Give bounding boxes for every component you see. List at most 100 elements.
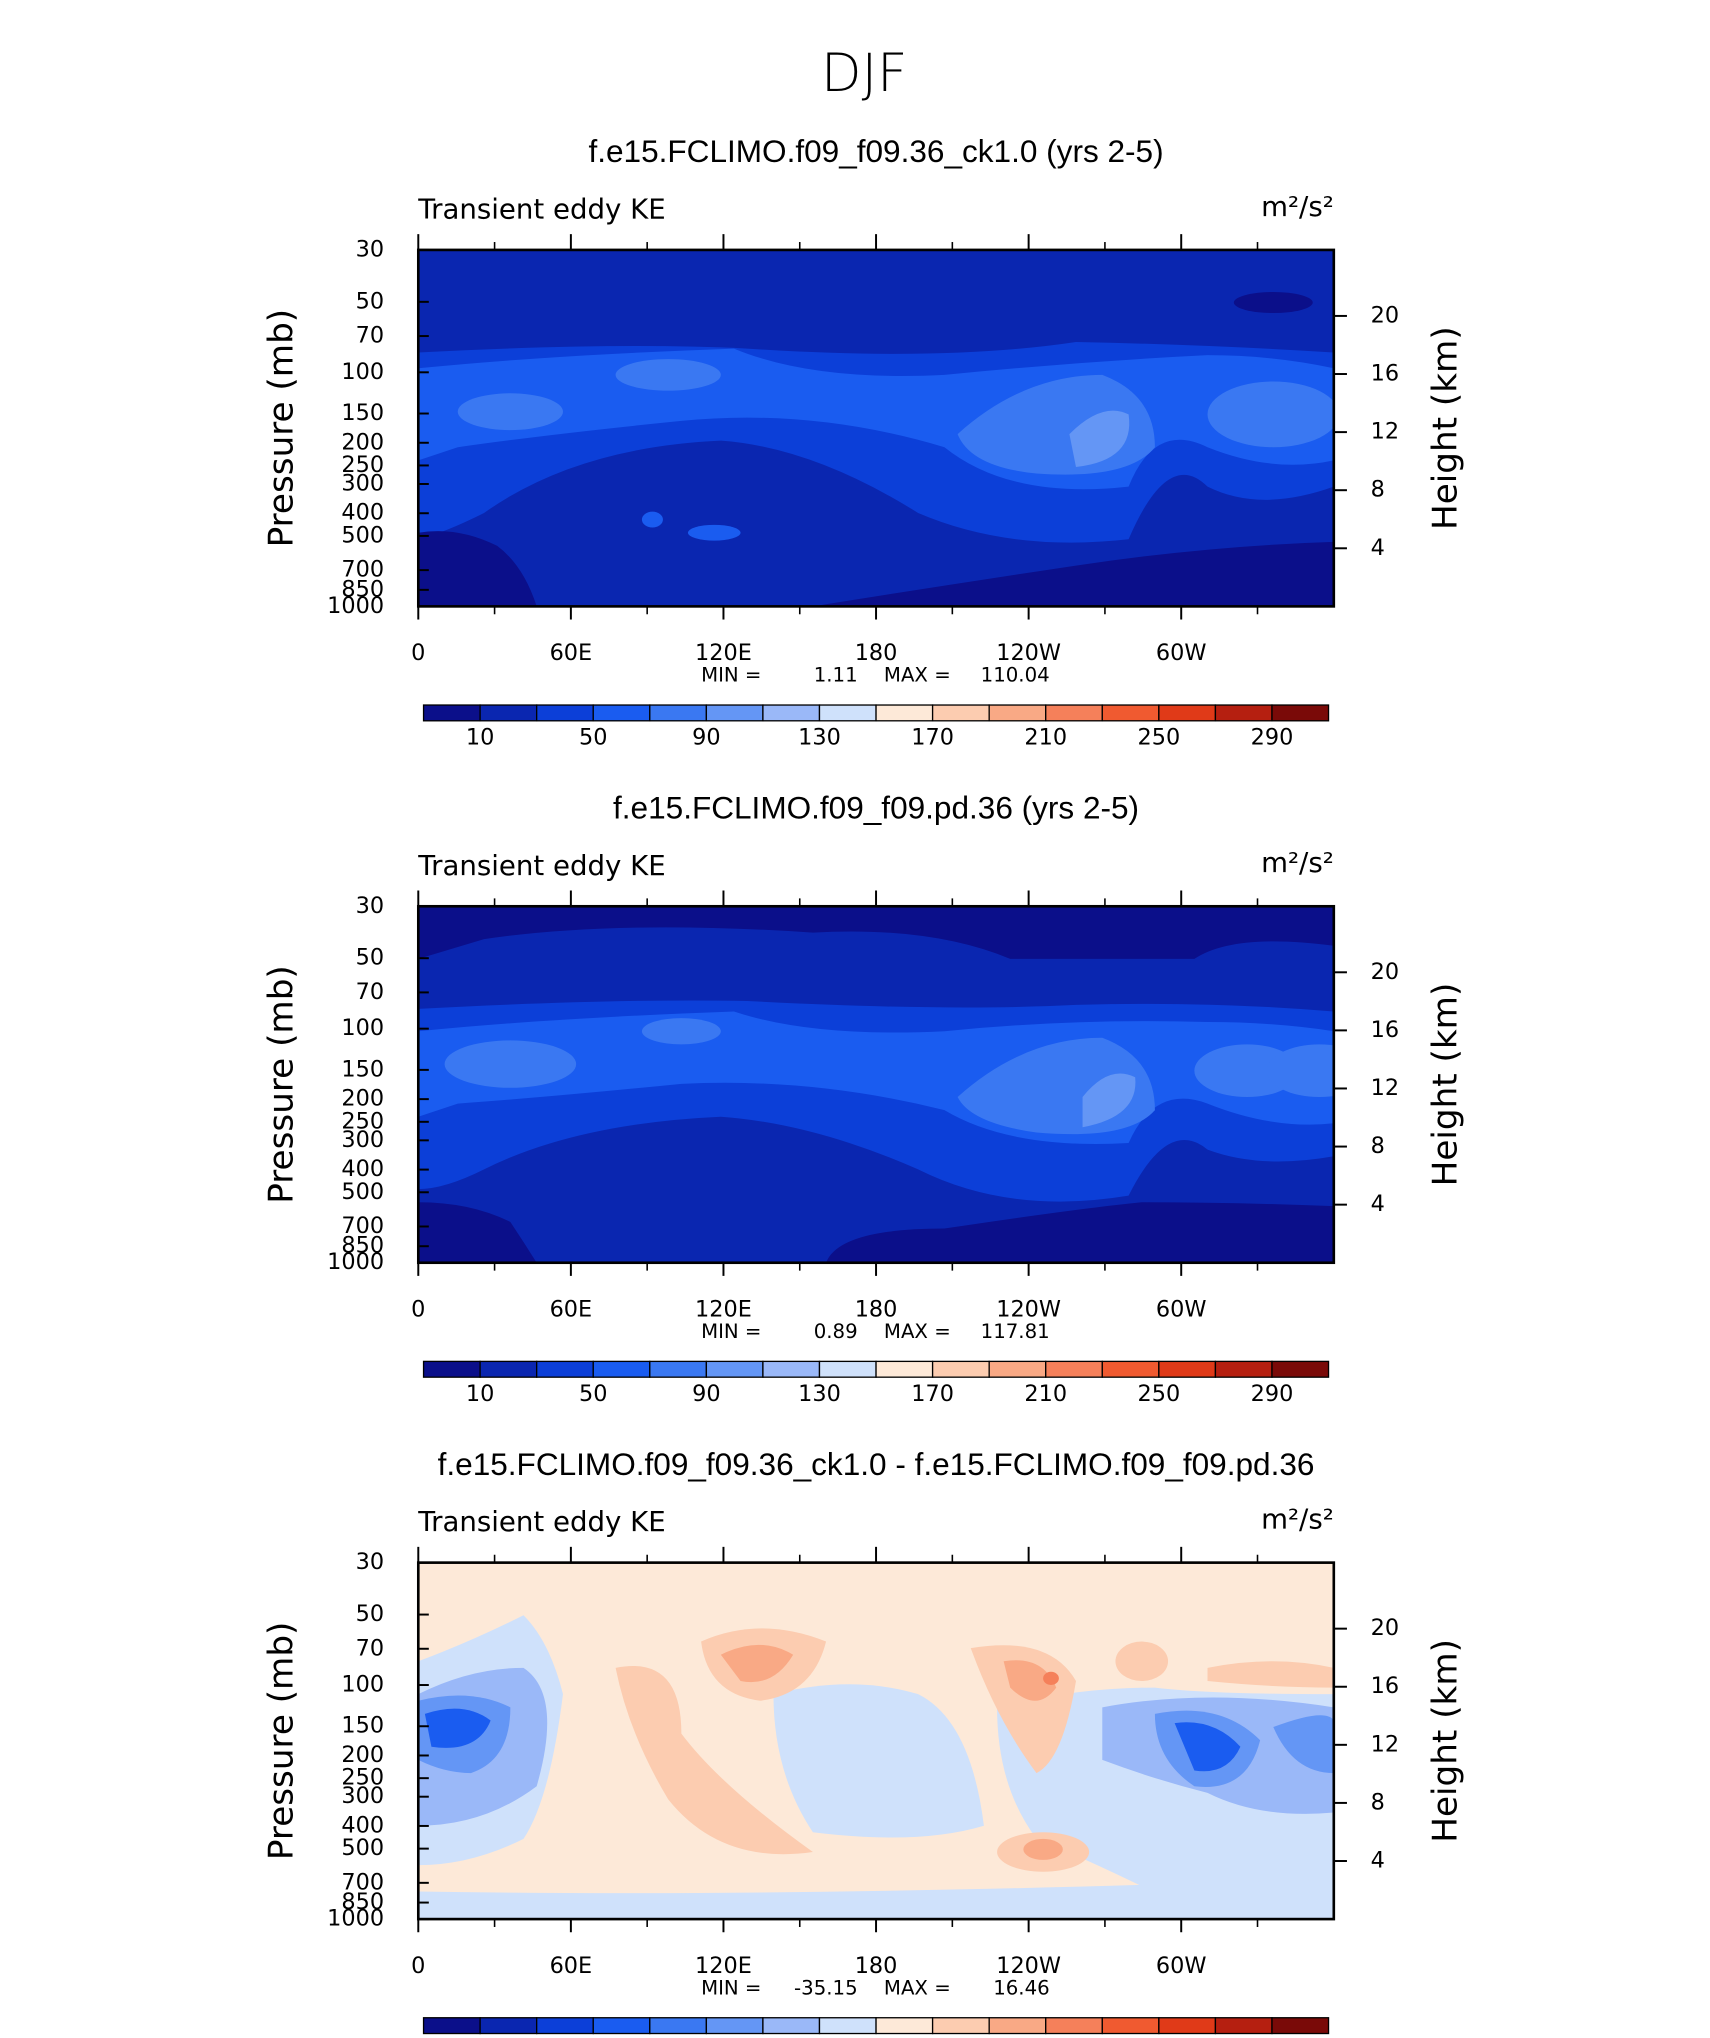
x-tick-label: 0	[411, 1953, 425, 1979]
colorbar-box	[592, 2017, 651, 2035]
colorbar-box	[1271, 704, 1330, 722]
colorbar-box	[479, 704, 538, 722]
y-tick-label: 30	[356, 236, 384, 262]
y-tick-label: 150	[341, 1713, 384, 1739]
y-tick-label: 200	[341, 429, 384, 455]
x-tick-label: 60E	[550, 1297, 593, 1323]
contour-region	[641, 511, 663, 528]
x-tick-label: 60E	[550, 640, 593, 666]
y2-tick-label: 20	[1371, 959, 1399, 985]
colorbar-box	[988, 704, 1047, 722]
colorbar-box	[818, 2017, 877, 2035]
colorbar-label: 170	[911, 1381, 954, 1407]
x-tick-label: 180	[855, 1297, 898, 1323]
contour-region	[457, 393, 563, 431]
max-label: MAX =	[884, 1320, 951, 1343]
units: m²/s²	[1261, 846, 1334, 879]
colorbar-box	[592, 1360, 651, 1378]
y-tick-label: 500	[341, 1835, 384, 1861]
max-value: 16.46	[993, 1976, 1049, 1999]
y-tick-label: 100	[341, 1015, 384, 1041]
colorbar-box	[875, 2017, 934, 2035]
y-tick-label: 700	[341, 1869, 384, 1895]
contour-field	[418, 906, 1334, 1263]
colorbar-box	[536, 2017, 594, 2035]
y2-tick-label: 12	[1371, 1731, 1399, 1757]
colorbar-box	[536, 1360, 594, 1378]
colorbar-box	[1045, 704, 1103, 722]
contour-region	[812, 541, 1334, 607]
contour-region	[1069, 410, 1130, 467]
y2-tick-label: 12	[1371, 1075, 1399, 1101]
max-value: 117.81	[981, 1320, 1050, 1343]
x-tick-label: 0	[411, 640, 425, 666]
colorbar-box	[422, 704, 481, 722]
x-tick-label: 120W	[996, 1297, 1061, 1323]
x-tick-label: 60E	[550, 1953, 593, 1979]
colorbar-box	[649, 2017, 708, 2035]
contour-region	[1273, 1715, 1334, 1774]
colorbar-label: 250	[1138, 1381, 1181, 1407]
colorbar-box	[1214, 704, 1273, 722]
y2-tick-label: 16	[1371, 1673, 1399, 1699]
contour-region	[720, 1644, 794, 1683]
colorbar-box	[536, 704, 594, 722]
colorbar-box	[479, 2017, 538, 2035]
y-tick-label: 50	[356, 1601, 384, 1627]
y-tick-label: 850	[341, 576, 384, 602]
y2-tick-label: 4	[1371, 535, 1385, 561]
y-tick-label: 150	[341, 1056, 384, 1082]
colorbar-box	[649, 1360, 708, 1378]
colorbar-box	[1045, 1360, 1103, 1378]
colorbar-box	[875, 704, 934, 722]
colorbar-label: 50	[579, 724, 607, 750]
contour-region	[1174, 1722, 1241, 1772]
y-tick-label: 500	[341, 522, 384, 548]
y-tick-label: 200	[341, 1086, 384, 1112]
x-tick-label: 120W	[996, 640, 1061, 666]
y-tick-label: 300	[341, 1783, 384, 1809]
colorbar-box	[1101, 2017, 1160, 2035]
contour-region	[1194, 1044, 1300, 1098]
colorbar-box	[931, 2017, 990, 2035]
contour-region	[1233, 292, 1313, 314]
y-tick-label: 100	[341, 359, 384, 385]
y2-tick-label: 16	[1371, 1017, 1399, 1043]
y-tick-label: 850	[341, 1233, 384, 1259]
colorbar-box	[931, 704, 990, 722]
y-tick-label: 500	[341, 1179, 384, 1205]
max-value: 110.04	[981, 664, 1050, 687]
contour-region	[418, 531, 537, 607]
contour-region	[1003, 1660, 1057, 1701]
contour-field	[418, 1562, 1334, 1920]
y2-axis-label: Height (km)	[1425, 326, 1465, 530]
x-tick-label: 180	[855, 1953, 898, 1979]
y-tick-label: 50	[356, 288, 384, 314]
colorbar-box	[988, 1360, 1047, 1378]
y2-tick-label: 8	[1371, 1133, 1385, 1159]
y-tick-label: 30	[356, 1549, 384, 1575]
x-tick-label: 120E	[695, 1953, 752, 1979]
units: m²/s²	[1261, 1503, 1334, 1536]
y-tick-label: 250	[341, 452, 384, 478]
max-label: MAX =	[884, 664, 951, 687]
contour-region	[641, 1018, 721, 1045]
y-tick-label: 850	[341, 1889, 384, 1915]
units: m²/s²	[1261, 190, 1334, 223]
colorbar-label: 210	[1024, 724, 1067, 750]
colorbar-box	[818, 1360, 877, 1378]
contour-region	[615, 1665, 813, 1855]
contour-region	[687, 524, 741, 541]
colorbar-box	[592, 704, 651, 722]
contour-region	[1207, 381, 1334, 448]
figure-title: DJF	[821, 43, 907, 104]
contour-region	[826, 1202, 1334, 1263]
colorbar-label: 290	[1251, 724, 1294, 750]
colorbar-box	[649, 704, 708, 722]
panel-title: f.e15.FCLIMO.f09_f09.36_ck1.0 (yrs 2-5)	[588, 133, 1163, 169]
contour-region	[1266, 1044, 1334, 1098]
y-tick-label: 100	[341, 1672, 384, 1698]
x-tick-label: 180	[855, 640, 898, 666]
y-tick-label: 1000	[327, 1906, 384, 1932]
x-tick-label: 120E	[695, 640, 752, 666]
